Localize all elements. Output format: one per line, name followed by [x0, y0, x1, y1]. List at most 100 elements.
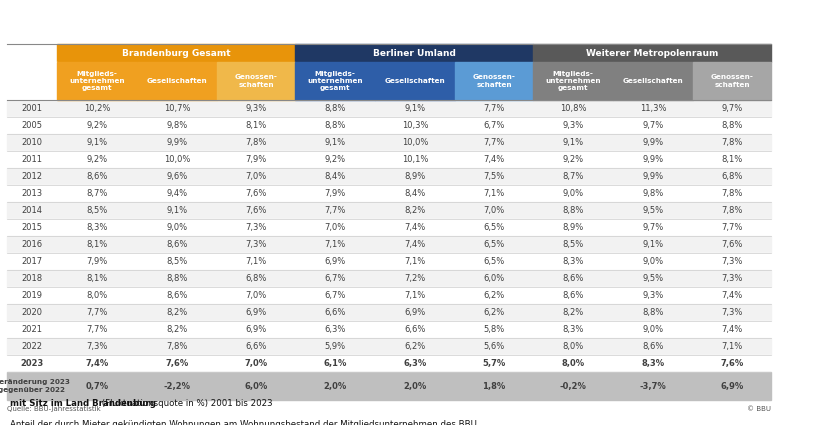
Text: Weiterer Metropolenraum: Weiterer Metropolenraum [586, 48, 718, 57]
Text: 10,0%: 10,0% [164, 155, 190, 164]
Text: 9,7%: 9,7% [721, 104, 743, 113]
Text: 8,8%: 8,8% [325, 121, 346, 130]
Text: 7,3%: 7,3% [721, 308, 743, 317]
Text: 2015: 2015 [21, 223, 42, 232]
Text: 6,7%: 6,7% [325, 291, 346, 300]
Bar [7, 321, 771, 338]
Text: 8,6%: 8,6% [643, 342, 663, 351]
Bar [7, 100, 771, 117]
Text: 2022: 2022 [21, 342, 42, 351]
Text: 8,6%: 8,6% [563, 274, 584, 283]
Text: 2018: 2018 [21, 274, 43, 283]
Text: 8,0%: 8,0% [87, 291, 107, 300]
Text: 7,1%: 7,1% [405, 257, 425, 266]
Text: 6,8%: 6,8% [245, 274, 267, 283]
Text: 9,3%: 9,3% [245, 104, 267, 113]
Text: 8,4%: 8,4% [325, 172, 345, 181]
Text: 8,8%: 8,8% [563, 206, 584, 215]
Text: 9,3%: 9,3% [563, 121, 584, 130]
Bar [295, 44, 533, 62]
Text: 9,9%: 9,9% [643, 172, 663, 181]
Text: 7,1%: 7,1% [325, 240, 345, 249]
Text: 7,2%: 7,2% [405, 274, 425, 283]
Text: 9,9%: 9,9% [166, 138, 188, 147]
Text: 2001: 2001 [21, 104, 42, 113]
Text: 9,9%: 9,9% [643, 138, 663, 147]
Text: 2010: 2010 [21, 138, 42, 147]
Text: 7,1%: 7,1% [405, 291, 425, 300]
Text: 7,8%: 7,8% [721, 189, 743, 198]
Text: 6,6%: 6,6% [325, 308, 346, 317]
Text: 7,3%: 7,3% [721, 257, 743, 266]
Text: 7,8%: 7,8% [166, 342, 188, 351]
Text: 8,8%: 8,8% [643, 308, 663, 317]
Text: 7,0%: 7,0% [245, 291, 267, 300]
Text: 7,5%: 7,5% [483, 172, 505, 181]
Bar [7, 62, 57, 100]
Text: 7,7%: 7,7% [86, 308, 107, 317]
Bar [217, 62, 295, 100]
Text: Quelle: BBU-Jahresstatistik: Quelle: BBU-Jahresstatistik [7, 406, 101, 412]
Text: 6,2%: 6,2% [405, 342, 425, 351]
Text: 8,5%: 8,5% [166, 257, 188, 266]
Bar [7, 185, 771, 202]
Text: Mitglieds-
unternehmen
gesamt: Mitglieds- unternehmen gesamt [307, 71, 363, 91]
Text: 7,9%: 7,9% [325, 189, 345, 198]
Text: 6,5%: 6,5% [483, 223, 505, 232]
Text: Gesellschaften: Gesellschaften [385, 78, 445, 84]
Text: 9,5%: 9,5% [643, 274, 663, 283]
Text: 2,0%: 2,0% [323, 382, 347, 391]
Text: 6,7%: 6,7% [483, 121, 505, 130]
Text: 8,5%: 8,5% [87, 206, 107, 215]
Bar [7, 219, 771, 236]
Text: © BBU: © BBU [747, 406, 771, 412]
Text: 10,7%: 10,7% [164, 104, 190, 113]
Text: 6,8%: 6,8% [721, 172, 743, 181]
Text: 2016: 2016 [21, 240, 43, 249]
Text: 5,8%: 5,8% [483, 325, 505, 334]
Text: 8,2%: 8,2% [405, 206, 425, 215]
Bar [375, 62, 455, 100]
Text: 0,7%: 0,7% [85, 382, 108, 391]
Text: 7,1%: 7,1% [721, 342, 743, 351]
Text: 7,0%: 7,0% [325, 223, 345, 232]
Text: 9,2%: 9,2% [87, 121, 107, 130]
Text: 8,1%: 8,1% [245, 121, 267, 130]
Bar [7, 168, 771, 185]
Text: 7,8%: 7,8% [721, 206, 743, 215]
Bar [533, 44, 771, 62]
Text: 8,1%: 8,1% [721, 155, 743, 164]
Text: 7,9%: 7,9% [245, 155, 267, 164]
Text: 5,7%: 5,7% [482, 359, 506, 368]
Text: 8,8%: 8,8% [721, 121, 743, 130]
Text: 8,0%: 8,0% [563, 342, 584, 351]
Text: 1,8%: 1,8% [482, 382, 506, 391]
Text: 6,3%: 6,3% [325, 325, 346, 334]
Text: 2013: 2013 [21, 189, 43, 198]
Bar [7, 134, 771, 151]
Text: 6,9%: 6,9% [405, 308, 425, 317]
Text: 8,7%: 8,7% [563, 172, 584, 181]
Text: 8,6%: 8,6% [166, 240, 188, 249]
Text: 9,1%: 9,1% [643, 240, 663, 249]
Text: 6,6%: 6,6% [404, 325, 425, 334]
Text: 10,8%: 10,8% [560, 104, 586, 113]
Text: 9,0%: 9,0% [643, 257, 663, 266]
Text: 7,3%: 7,3% [86, 342, 107, 351]
Text: 7,4%: 7,4% [721, 291, 743, 300]
Text: 8,1%: 8,1% [87, 274, 107, 283]
Text: 8,3%: 8,3% [642, 359, 665, 368]
Text: 9,1%: 9,1% [325, 138, 345, 147]
Text: 6,0%: 6,0% [244, 382, 268, 391]
Text: 7,3%: 7,3% [245, 223, 267, 232]
Text: 10,1%: 10,1% [401, 155, 428, 164]
Text: 6,9%: 6,9% [245, 325, 267, 334]
Text: mit Sitz im Land Brandenburg: mit Sitz im Land Brandenburg [10, 399, 156, 408]
Text: Mitglieds-
unternehmen
gesamt: Mitglieds- unternehmen gesamt [69, 71, 125, 91]
Text: 6,9%: 6,9% [325, 257, 345, 266]
Text: 8,2%: 8,2% [166, 325, 188, 334]
Text: (Fluktuationsquote in %) 2001 bis 2023: (Fluktuationsquote in %) 2001 bis 2023 [99, 399, 273, 408]
Text: 2005: 2005 [21, 121, 42, 130]
Text: 7,1%: 7,1% [483, 189, 505, 198]
Text: 10,0%: 10,0% [401, 138, 428, 147]
